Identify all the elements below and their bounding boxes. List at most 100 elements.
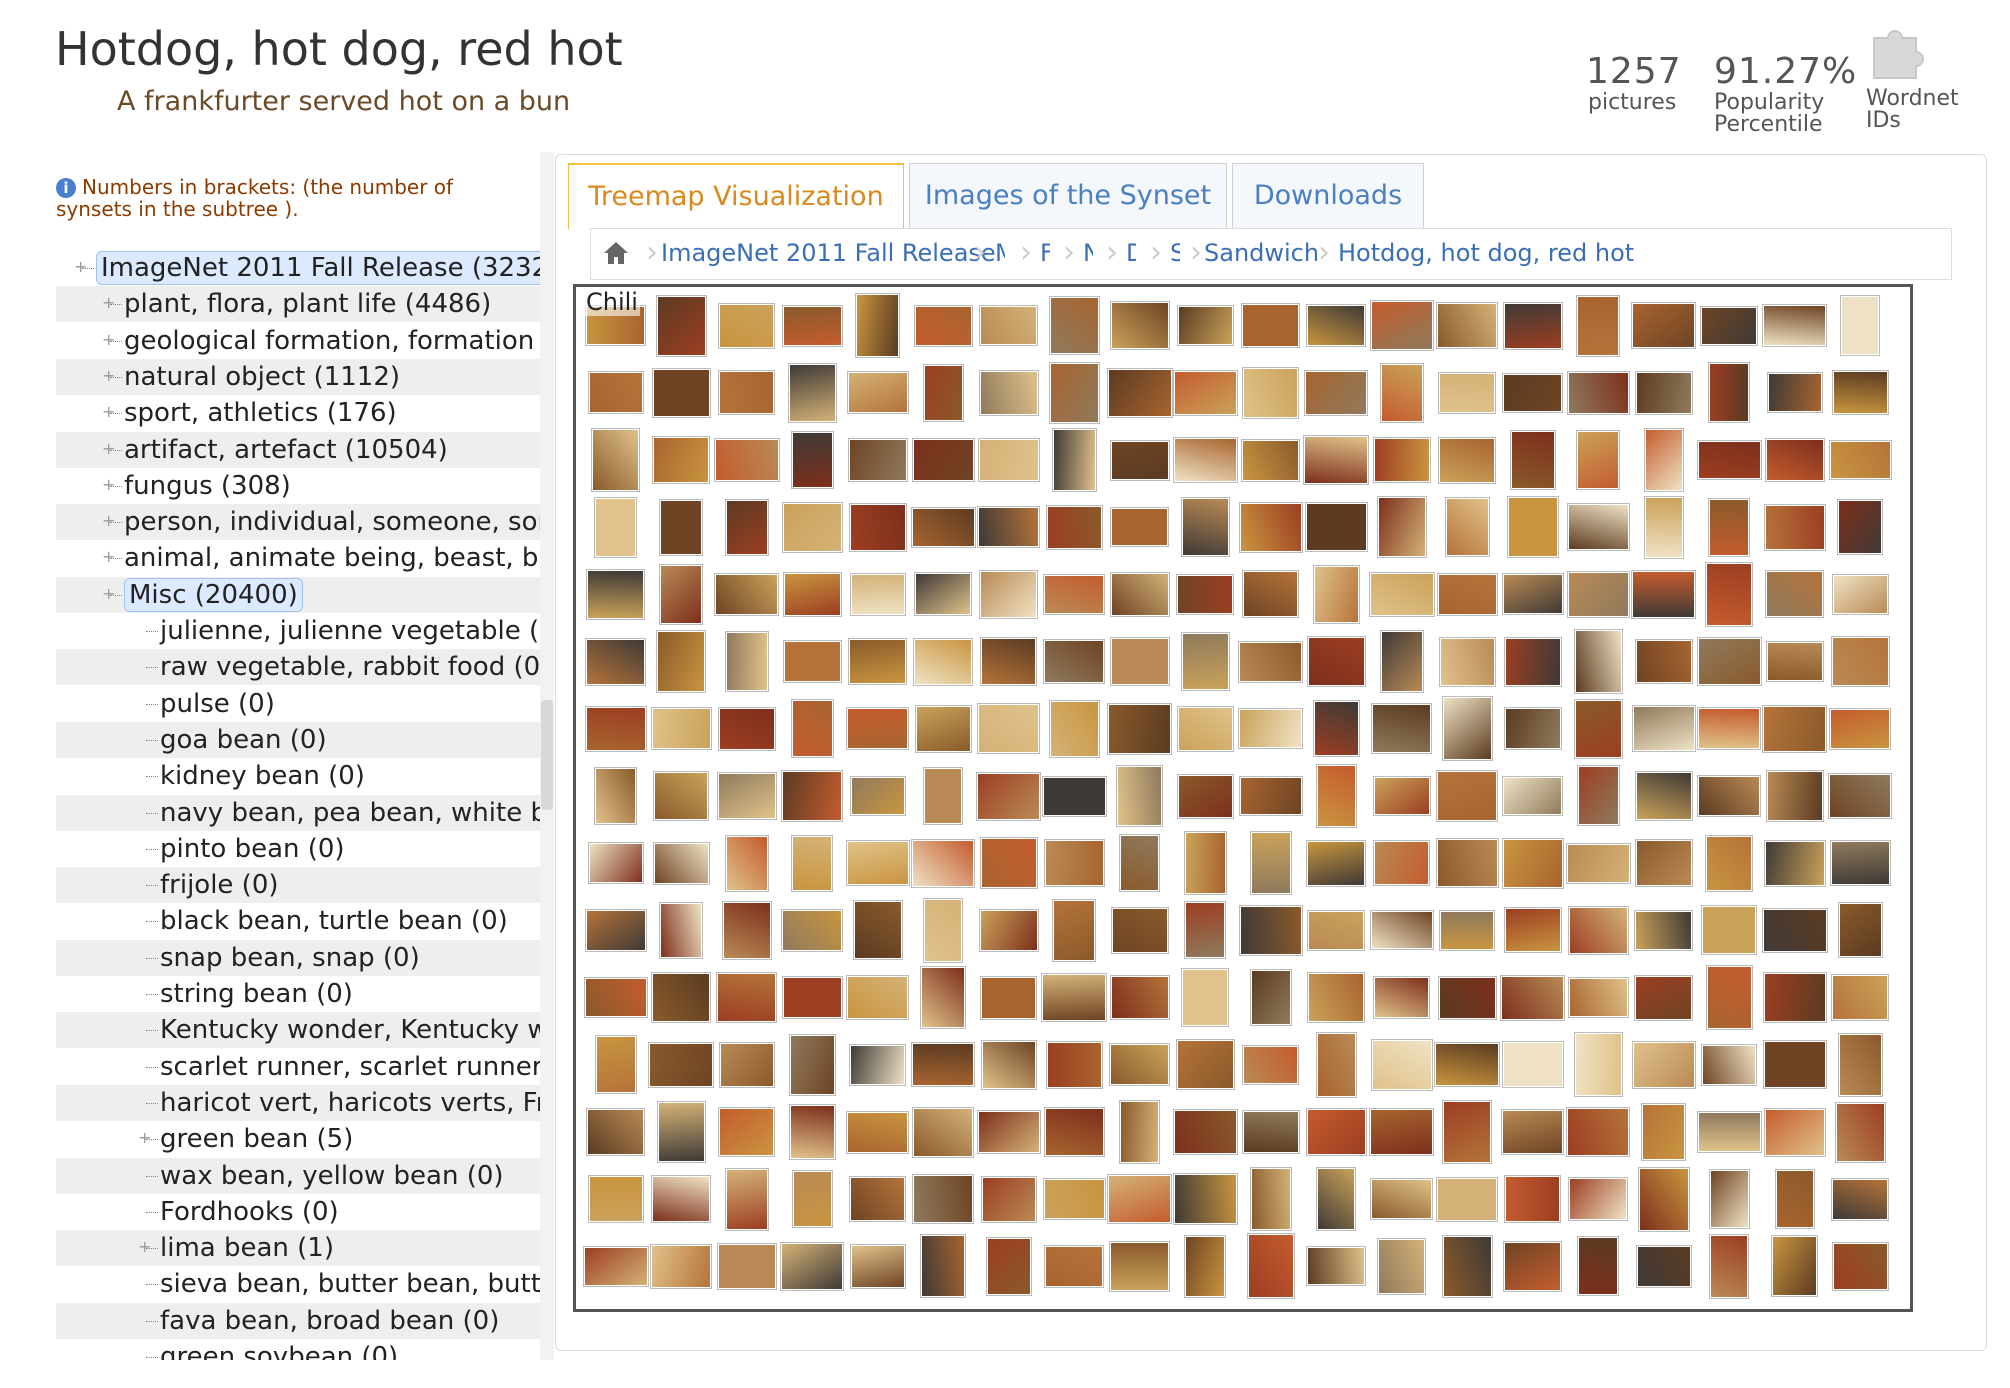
treemap-thumbnail[interactable]: [792, 835, 833, 891]
expand-toggle-icon[interactable]: +: [102, 329, 116, 349]
treemap-thumbnail[interactable]: [1239, 502, 1302, 552]
treemap-thumbnail[interactable]: [1635, 639, 1692, 684]
treemap-thumbnail[interactable]: [1639, 1167, 1689, 1231]
tree-node-label[interactable]: animal, animate being, beast, brute, cre…: [124, 543, 540, 574]
breadcrumb-item[interactable]: Nutriment: [1083, 239, 1093, 267]
treemap-thumbnail[interactable]: [1504, 1241, 1562, 1292]
expand-toggle-icon[interactable]: +: [102, 402, 116, 422]
treemap-thumbnail[interactable]: [782, 502, 842, 552]
treemap-thumbnail[interactable]: [717, 973, 777, 1022]
treemap-thumbnail[interactable]: [1507, 497, 1558, 558]
treemap-thumbnail[interactable]: [588, 372, 643, 414]
treemap-thumbnail[interactable]: [921, 1235, 966, 1298]
tree-row[interactable]: + Misc (20400): [56, 576, 540, 613]
expand-toggle-icon[interactable]: +: [138, 1128, 152, 1148]
treemap-thumbnail[interactable]: [1838, 903, 1882, 958]
treemap-thumbnail[interactable]: [653, 436, 710, 484]
treemap-thumbnail[interactable]: [1317, 1168, 1356, 1231]
treemap-thumbnail[interactable]: [592, 428, 640, 492]
treemap-thumbnail[interactable]: [1832, 975, 1889, 1020]
treemap-thumbnail[interactable]: [1632, 706, 1695, 752]
treemap-thumbnail[interactable]: [1764, 504, 1825, 550]
treemap-thumbnail[interactable]: [1044, 640, 1105, 684]
treemap-thumbnail[interactable]: [1764, 1108, 1825, 1156]
tree-row[interactable]: + geological formation, formation (175): [56, 323, 540, 359]
treemap-thumbnail[interactable]: [1443, 1100, 1492, 1164]
treemap-thumbnail[interactable]: [979, 370, 1038, 416]
treemap-thumbnail[interactable]: [1182, 968, 1229, 1027]
treemap-thumbnail[interactable]: [1644, 496, 1683, 558]
treemap-thumbnail[interactable]: [1307, 305, 1366, 347]
treemap-thumbnail[interactable]: [651, 1244, 712, 1289]
treemap-thumbnail[interactable]: [1830, 840, 1890, 886]
treemap-thumbnail[interactable]: [788, 363, 836, 422]
treemap-thumbnail[interactable]: [1181, 633, 1229, 690]
treemap-thumbnail[interactable]: [1764, 840, 1825, 886]
tree-row[interactable]: + fungus (308): [56, 468, 540, 504]
treemap-thumbnail[interactable]: [1763, 305, 1827, 346]
treemap-thumbnail[interactable]: [1702, 1044, 1757, 1085]
treemap-thumbnail[interactable]: [1436, 839, 1498, 887]
treemap-thumbnail[interactable]: [1250, 1168, 1291, 1231]
treemap-thumbnail[interactable]: [853, 901, 902, 960]
treemap-thumbnail[interactable]: [1372, 704, 1432, 754]
treemap-thumbnail[interactable]: [1307, 840, 1366, 886]
expand-toggle-icon[interactable]: +: [102, 474, 116, 494]
treemap-thumbnail[interactable]: [586, 638, 646, 685]
treemap-thumbnail[interactable]: [782, 977, 842, 1019]
treemap-thumbnail[interactable]: [595, 497, 637, 557]
treemap-thumbnail[interactable]: [719, 303, 775, 348]
treemap-thumbnail[interactable]: [1577, 430, 1620, 490]
treemap-thumbnail[interactable]: [1569, 1177, 1628, 1221]
treemap-thumbnail[interactable]: [1502, 1110, 1564, 1154]
treemap-thumbnail[interactable]: [1110, 573, 1169, 616]
tab-downloads[interactable]: Downloads: [1232, 163, 1424, 228]
treemap-thumbnail[interactable]: [719, 1107, 775, 1157]
treemap-thumbnail[interactable]: [1503, 373, 1563, 412]
treemap-thumbnail[interactable]: [719, 371, 775, 415]
treemap-thumbnail[interactable]: [587, 1109, 645, 1155]
treemap-thumbnail[interactable]: [923, 364, 963, 421]
tree-row[interactable]: string bean (0): [56, 976, 540, 1012]
treemap-thumbnail[interactable]: [782, 771, 843, 821]
treemap-thumbnail[interactable]: [1177, 706, 1233, 751]
treemap-thumbnail[interactable]: [1374, 841, 1430, 885]
treemap-thumbnail[interactable]: [1504, 637, 1561, 686]
treemap-thumbnail[interactable]: [1832, 1178, 1889, 1220]
treemap-thumbnail[interactable]: [1445, 498, 1489, 557]
breadcrumb-item[interactable]: Misc: [995, 228, 1005, 278]
wordnet-ids-link[interactable]: Wordnet IDs: [1866, 88, 1959, 132]
treemap-thumbnail[interactable]: [850, 1177, 906, 1221]
treemap-thumbnail[interactable]: [1832, 574, 1888, 615]
treemap-thumbnail[interactable]: [1177, 574, 1234, 615]
tree-row[interactable]: Kentucky wonder, Kentucky wonder bean (0…: [56, 1012, 540, 1049]
tree-row[interactable]: + sport, athletics (176): [56, 395, 540, 431]
treemap-thumbnail[interactable]: [1632, 303, 1696, 349]
treemap-thumbnail[interactable]: [588, 843, 643, 884]
treemap-thumbnail[interactable]: [1831, 636, 1889, 687]
tree-row[interactable]: green soybean (0): [56, 1339, 540, 1360]
treemap-thumbnail[interactable]: [1243, 571, 1299, 618]
treemap-thumbnail[interactable]: [1709, 1169, 1749, 1229]
treemap-thumbnail[interactable]: [782, 305, 842, 346]
treemap-thumbnail[interactable]: [1567, 372, 1629, 414]
treemap-thumbnail[interactable]: [1504, 708, 1561, 750]
treemap-thumbnail[interactable]: [1439, 372, 1496, 413]
treemap-thumbnail[interactable]: [1185, 832, 1226, 895]
treemap-thumbnail[interactable]: [1437, 771, 1497, 821]
treemap-thumbnail[interactable]: [980, 305, 1038, 346]
treemap-thumbnail[interactable]: [1046, 505, 1102, 549]
treemap-thumbnail[interactable]: [652, 369, 710, 417]
treemap-thumbnail[interactable]: [657, 295, 706, 356]
treemap-thumbnail[interactable]: [977, 772, 1041, 820]
treemap-thumbnail[interactable]: [847, 708, 909, 750]
tree-node-label[interactable]: kidney bean (0): [160, 761, 365, 792]
treemap-thumbnail[interactable]: [1173, 370, 1237, 415]
treemap-thumbnail[interactable]: [1177, 306, 1233, 345]
breadcrumb-item[interactable]: ImageNet 2011 Fall Release: [661, 239, 996, 267]
treemap-thumbnail[interactable]: [980, 838, 1037, 889]
treemap-thumbnail[interactable]: [1439, 437, 1496, 483]
tree-row[interactable]: + green bean (5): [56, 1121, 540, 1157]
tree-row[interactable]: + ImageNet 2011 Fall Release (32326): [56, 250, 540, 286]
